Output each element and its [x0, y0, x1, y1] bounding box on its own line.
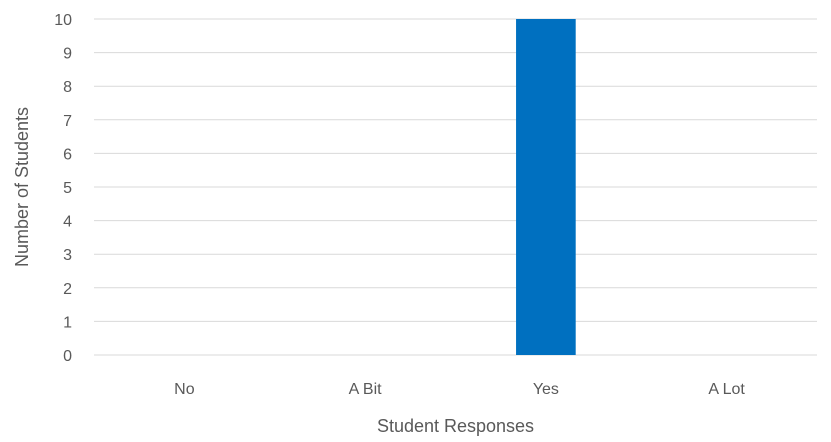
x-tick-label: A Lot	[708, 381, 745, 398]
y-tick-label: 9	[63, 46, 72, 63]
x-tick-labels: No A Bit Yes A Lot	[174, 381, 745, 398]
y-axis-title: Number of Students	[12, 107, 32, 267]
bar-yes	[516, 19, 576, 355]
y-tick-label: 10	[54, 12, 72, 29]
y-tick-label: 8	[63, 79, 72, 96]
y-tick-label: 4	[63, 214, 72, 231]
y-tick-label: 7	[63, 113, 72, 130]
y-tick-label: 5	[63, 180, 72, 197]
bars	[516, 19, 576, 355]
y-tick-label: 3	[63, 247, 72, 264]
y-tick-labels: 0 1 2 3 4 5 6 7 8 9 10	[54, 12, 72, 365]
y-tick-label: 0	[63, 348, 72, 365]
x-tick-label: No	[174, 381, 195, 398]
y-tick-label: 1	[63, 314, 72, 331]
x-tick-label: A Bit	[349, 381, 382, 398]
gridlines	[94, 18, 817, 356]
x-axis-title: Student Responses	[377, 416, 534, 436]
y-tick-label: 6	[63, 146, 72, 163]
y-tick-label: 2	[63, 281, 72, 298]
x-tick-label: Yes	[533, 381, 559, 398]
